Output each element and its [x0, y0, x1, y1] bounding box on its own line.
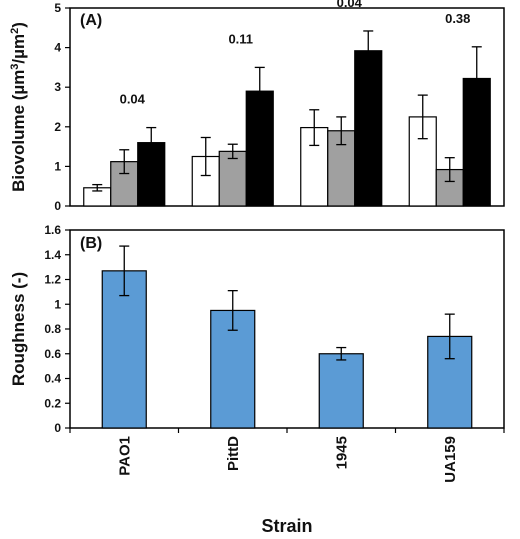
error-bar-b: [227, 289, 238, 331]
y-axis-label-a: Biovolume (µm3/µm2): [9, 22, 28, 192]
category-label: UA159: [442, 436, 459, 483]
category-label: PittD: [225, 436, 242, 471]
p-value-label: 0.04: [120, 92, 146, 107]
error-bar-a: [309, 109, 320, 147]
p-value-label: 0.38: [445, 11, 470, 26]
annotations-a: 0.04 0.11 0.04 0.38: [120, 0, 471, 107]
bar-a-series-2: [218, 150, 247, 207]
error-bar-b: [119, 245, 130, 297]
p-value-label: 0.11: [228, 31, 253, 46]
error-bar-b: [336, 346, 347, 361]
bars-b: [101, 245, 473, 429]
roughness-chart: 0 0.2 0.4 0.6 0.8 1 1.2 1.4 1.6 PAO1 PittD 1945 UA1…: [9, 223, 505, 483]
error-bar-a: [92, 183, 103, 192]
y-axis-label-b: Roughness (-): [9, 272, 28, 386]
error-bar-a: [417, 94, 428, 140]
y-tick-label-b: 0: [54, 421, 61, 435]
error-bar-a: [146, 126, 157, 159]
error-bar-a: [471, 46, 482, 111]
y-tick-label-a: 0: [54, 199, 61, 213]
error-bar-a: [363, 30, 374, 72]
y-tick-label-a: 3: [54, 80, 61, 94]
y-tick-label-a: 4: [54, 41, 61, 55]
y-tick-label-b: 1: [54, 297, 61, 311]
y-tick-label-b: 0.8: [44, 322, 61, 336]
y-tick-label-a: 2: [54, 120, 61, 134]
bar-b: [318, 353, 364, 429]
y-tick-label-b: 0.2: [44, 396, 61, 410]
y-ticks-b: 0 0.2 0.4 0.6 0.8 1 1.2 1.4 1.6: [44, 223, 70, 435]
category-label: 1945: [333, 436, 350, 469]
y-tick-label-b: 1.6: [44, 223, 61, 237]
bar-b: [101, 270, 147, 429]
error-bar-a: [227, 143, 238, 160]
error-bar-a: [200, 136, 211, 177]
x-axis-label: Strain: [261, 516, 312, 536]
y-ticks-a: 0 1 2 3 4 5: [54, 1, 70, 213]
error-bar-a: [119, 149, 130, 175]
panel-label-a: (A): [80, 12, 102, 29]
p-value-label: 0.04: [337, 0, 363, 10]
y-tick-label-b: 1.4: [44, 248, 61, 262]
biovolume-chart: 0 1 2 3 4 5 0.04 0.11 0.04 0.38 (A) Biovolume (µ…: [9, 0, 505, 213]
y-tick-label-b: 0.6: [44, 347, 61, 361]
error-bar-b: [444, 313, 455, 360]
error-bar-a: [444, 157, 455, 183]
y-tick-label-a: 5: [54, 1, 61, 15]
x-ticks-b: PAO1 PittD 1945 UA159: [69, 428, 505, 483]
panel-label-b: (B): [80, 235, 102, 252]
y-tick-label-b: 0.4: [44, 372, 61, 386]
bars-a: [83, 30, 491, 207]
error-bar-a: [336, 116, 347, 146]
category-label: PAO1: [116, 436, 133, 476]
bar-a-series-3: [354, 50, 383, 207]
y-tick-label-a: 1: [54, 159, 61, 173]
y-tick-label-b: 1.2: [44, 273, 61, 287]
error-bar-a: [254, 66, 265, 116]
